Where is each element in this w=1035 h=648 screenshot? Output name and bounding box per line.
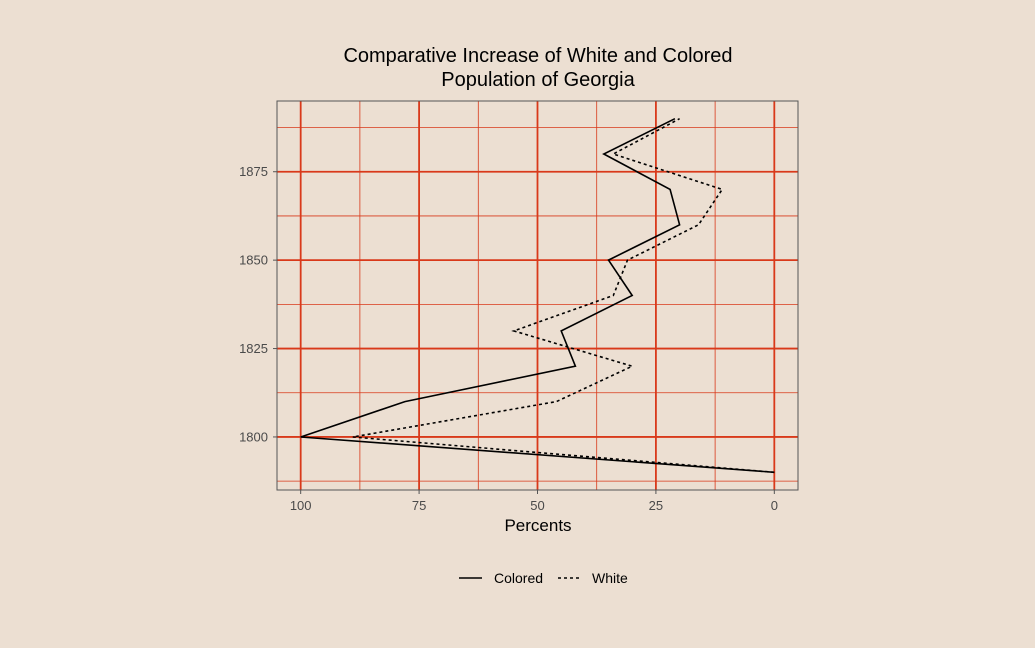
axis-ticks: 100 75 50 25 0 1800 1825 1850 1875 [239, 164, 778, 513]
chart-title-line-2: Population of Georgia [441, 69, 635, 91]
y-tick-label: 1850 [239, 253, 268, 268]
x-tick-label: 25 [649, 498, 663, 513]
x-tick-label: 50 [530, 498, 544, 513]
x-axis-title: Percents [504, 516, 571, 535]
y-tick-label: 1875 [239, 164, 268, 179]
series-line-colored [300, 117, 775, 474]
legend-label-white: White [592, 570, 628, 586]
series-lines [300, 117, 775, 474]
legend: Colored White [459, 570, 628, 586]
y-tick-label: 1825 [239, 341, 268, 356]
series-line-white [352, 117, 775, 474]
y-tick-label: 1800 [239, 429, 268, 444]
grid [277, 101, 798, 490]
x-tick-label: 100 [290, 498, 312, 513]
x-tick-label: 75 [412, 498, 426, 513]
x-tick-label: 0 [771, 498, 778, 513]
legend-label-colored: Colored [494, 570, 543, 586]
chart-title-line-1: Comparative Increase of White and Colore… [343, 45, 732, 67]
